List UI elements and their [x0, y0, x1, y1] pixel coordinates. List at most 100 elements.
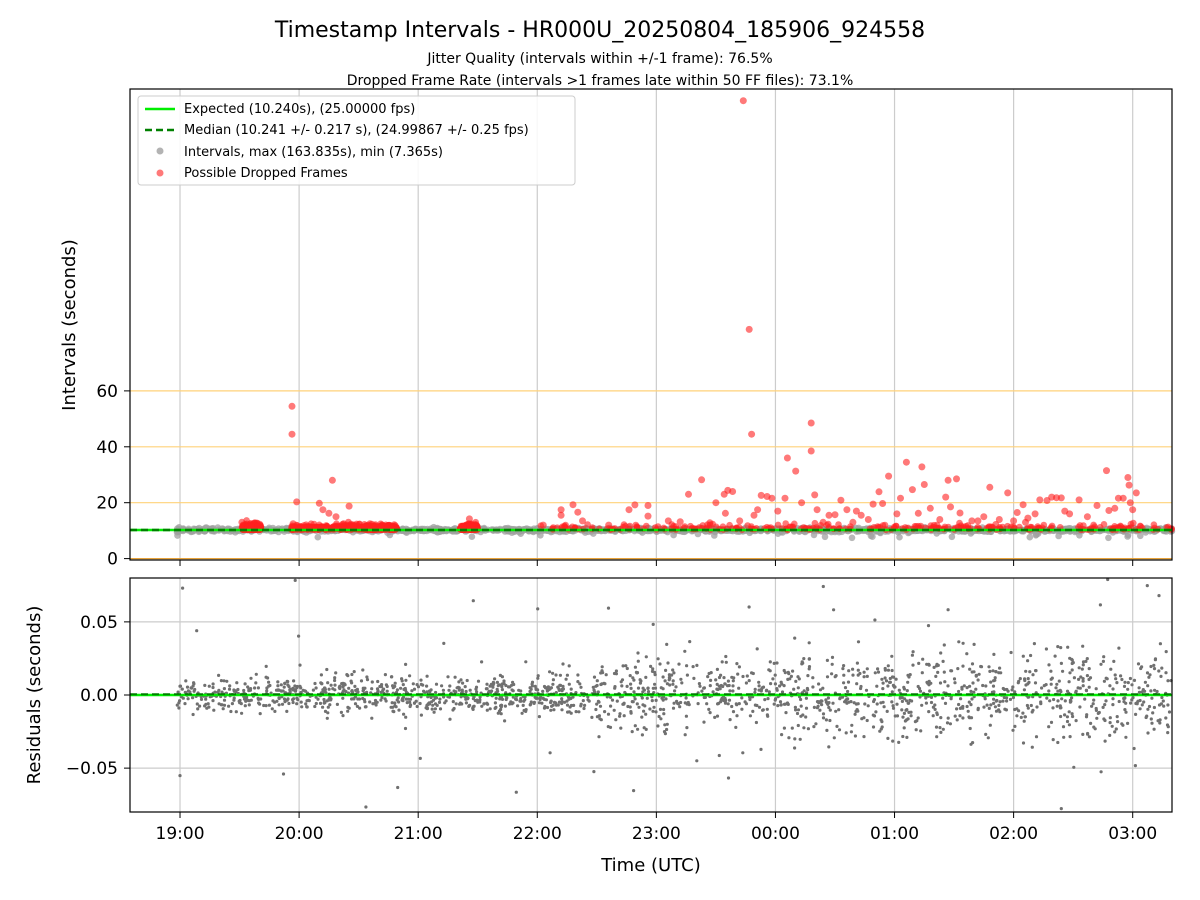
residual-point	[849, 730, 854, 734]
residual-point	[271, 699, 275, 703]
dropped-frame-point	[811, 519, 819, 527]
residual-point	[859, 684, 863, 689]
residual-point	[400, 677, 404, 681]
residual-point	[992, 652, 996, 657]
residual-point	[1119, 674, 1123, 678]
residual-point	[222, 703, 227, 707]
residual-point	[793, 737, 797, 741]
residual-point	[865, 718, 869, 723]
residual-point	[333, 688, 337, 692]
residual-point	[842, 673, 846, 677]
residual-point	[576, 673, 580, 677]
residual-point	[924, 696, 928, 700]
residual-point	[830, 672, 834, 676]
residual-point	[196, 707, 200, 711]
residual-point	[425, 674, 429, 678]
residual-point	[536, 674, 540, 678]
residual-point	[1010, 688, 1014, 692]
residual-point	[939, 716, 943, 720]
residual-point	[769, 682, 773, 686]
residual-point	[305, 705, 309, 709]
intervals-y-tick-label-2: 40	[96, 438, 118, 458]
residual-point	[872, 714, 877, 718]
dropped-frame-outlier-109	[819, 518, 827, 526]
residual-point	[632, 678, 636, 682]
residual-point	[707, 671, 711, 676]
residual-point	[528, 689, 532, 694]
residual-point	[365, 690, 369, 694]
residual-point	[629, 682, 633, 686]
residual-point	[1117, 699, 1121, 704]
residual-point	[370, 680, 374, 684]
residual-point	[606, 606, 611, 610]
residual-point	[1088, 676, 1093, 680]
residual-point	[289, 687, 293, 691]
residual-point	[816, 704, 820, 708]
residual-point	[737, 702, 741, 706]
residual-point	[379, 690, 383, 694]
residual-point	[296, 698, 300, 702]
residual-point	[447, 688, 451, 692]
residual-point	[1070, 657, 1074, 661]
residual-point	[651, 622, 655, 627]
residual-point	[1001, 686, 1005, 691]
residual-point	[1158, 721, 1162, 725]
residual-point	[650, 699, 654, 703]
dropped-frame-outlier-12	[465, 515, 473, 523]
dropped-frame-outlier-24	[685, 490, 692, 498]
residual-point	[474, 687, 478, 691]
residual-point	[969, 703, 973, 707]
residual-point	[917, 661, 921, 666]
residual-point	[1153, 688, 1157, 692]
residual-point	[786, 670, 790, 675]
residual-point	[1013, 690, 1017, 694]
residual-point	[184, 679, 188, 683]
residual-point	[1160, 666, 1164, 670]
residual-point	[926, 624, 931, 628]
residual-point	[427, 689, 431, 693]
residual-point	[795, 711, 800, 716]
residual-point	[916, 716, 920, 720]
residual-point	[419, 678, 423, 682]
residual-point	[918, 689, 923, 693]
residual-point	[793, 705, 798, 709]
residual-point	[455, 686, 459, 690]
residual-point	[902, 685, 906, 690]
residual-point	[747, 679, 751, 683]
dropped-frame-outlier-10	[248, 523, 255, 530]
residual-point	[502, 679, 506, 683]
residual-point	[447, 695, 452, 699]
dropped-frame-outlier-3	[315, 499, 323, 507]
residual-point	[1069, 699, 1073, 703]
residual-point	[205, 706, 209, 710]
residual-point	[283, 700, 287, 704]
residual-point	[851, 673, 855, 677]
residual-point	[753, 690, 757, 695]
residual-point	[1072, 765, 1076, 769]
residual-point	[257, 701, 261, 705]
residual-point	[1045, 696, 1049, 700]
residual-point	[885, 709, 889, 714]
residual-point	[886, 684, 890, 688]
residual-point	[1030, 745, 1034, 749]
dropped-frame-outlier-40	[774, 507, 782, 515]
residual-point	[706, 675, 710, 679]
residual-point	[583, 703, 587, 708]
residual-point	[640, 715, 644, 719]
residual-point	[740, 696, 744, 700]
residual-point	[1097, 710, 1101, 715]
residual-point	[911, 663, 915, 667]
residual-point	[773, 673, 777, 677]
residual-point	[587, 699, 591, 703]
residual-point	[493, 701, 497, 705]
residual-point	[1008, 697, 1013, 702]
residual-point	[346, 709, 350, 713]
dropped-frame-outlier-70	[942, 493, 950, 501]
residual-point	[395, 698, 399, 702]
residual-point	[842, 681, 846, 685]
residual-point	[939, 730, 943, 735]
residual-point	[763, 698, 767, 702]
residual-point	[457, 688, 461, 692]
residual-point	[988, 669, 992, 674]
dropped-frame-outlier-49	[825, 511, 833, 519]
